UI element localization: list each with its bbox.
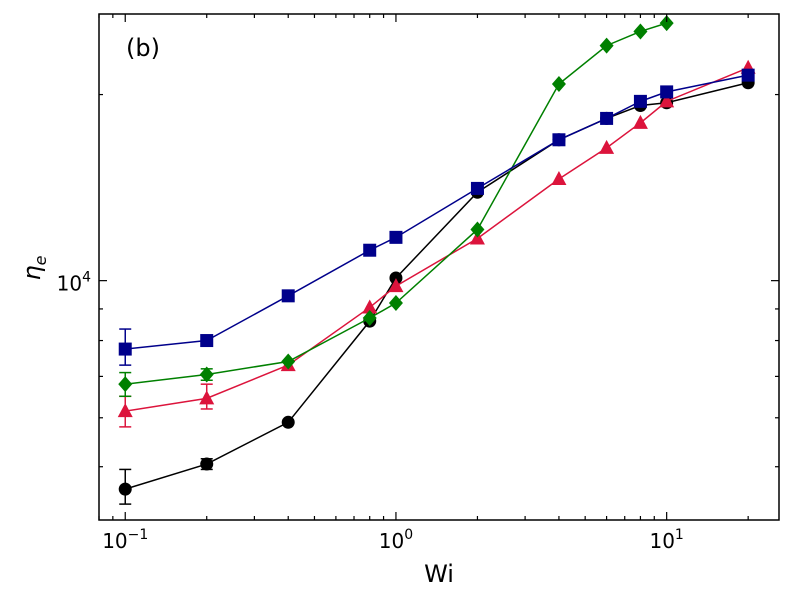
- y-axis-label-sub: e: [31, 255, 50, 265]
- plot-frame: [98, 13, 780, 521]
- data-point: [362, 310, 377, 327]
- data-point: [633, 94, 647, 108]
- x-tick-label: 100: [379, 527, 413, 553]
- data-point: [362, 299, 378, 314]
- data-point: [632, 114, 648, 129]
- panel-label: (b): [126, 34, 160, 62]
- data-point: [388, 278, 404, 293]
- data-point: [117, 403, 133, 418]
- x-tick-label-exp: −1: [128, 527, 149, 543]
- data-point: [199, 366, 214, 383]
- y-tick-label-base: 10: [57, 272, 82, 296]
- series-square: [118, 68, 755, 366]
- data-point: [660, 85, 674, 99]
- data-point: [200, 457, 214, 471]
- x-tick-label: 10−1: [102, 527, 148, 553]
- data-point: [388, 295, 403, 312]
- data-point: [633, 23, 648, 40]
- data-point: [600, 111, 614, 125]
- x-tick-label-exp: 0: [404, 527, 413, 543]
- series-diamond: [118, 15, 674, 398]
- data-point: [470, 181, 484, 195]
- data-point: [118, 482, 132, 496]
- series-line: [125, 82, 749, 490]
- data-point: [659, 93, 675, 108]
- x-axis-label: Wi: [424, 560, 454, 588]
- y-tick-label-exp: 4: [82, 270, 91, 286]
- data-point: [389, 271, 403, 285]
- data-point: [599, 139, 615, 154]
- series-line: [125, 74, 749, 350]
- data-point: [281, 353, 296, 370]
- series-triangle: [117, 59, 756, 428]
- x-tick-label-base: 10: [649, 529, 674, 553]
- x-tick-label-exp: 1: [675, 527, 684, 543]
- data-point: [363, 243, 377, 257]
- y-axis-label: ηe: [18, 255, 50, 280]
- data-point: [552, 133, 566, 147]
- x-tick-label: 101: [649, 527, 683, 553]
- data-point: [118, 376, 133, 393]
- data-point: [741, 68, 755, 82]
- series-layer: [117, 15, 756, 505]
- data-point: [551, 76, 566, 93]
- data-point: [551, 171, 567, 186]
- series-circle: [118, 76, 755, 505]
- data-point: [389, 230, 403, 244]
- data-point: [470, 221, 485, 238]
- data-point: [469, 230, 485, 245]
- y-tick-label: 104: [57, 270, 91, 296]
- series-line: [125, 22, 667, 385]
- x-tick-label-base: 10: [102, 529, 127, 553]
- data-point: [281, 415, 295, 429]
- data-point: [659, 15, 674, 32]
- x-tick-label-base: 10: [379, 529, 404, 553]
- data-point: [599, 37, 614, 54]
- series-line: [125, 67, 749, 412]
- data-point: [200, 334, 214, 348]
- y-axis-label-main: η: [18, 265, 46, 280]
- data-point: [118, 342, 132, 356]
- data-point: [281, 289, 295, 303]
- data-point: [199, 390, 215, 405]
